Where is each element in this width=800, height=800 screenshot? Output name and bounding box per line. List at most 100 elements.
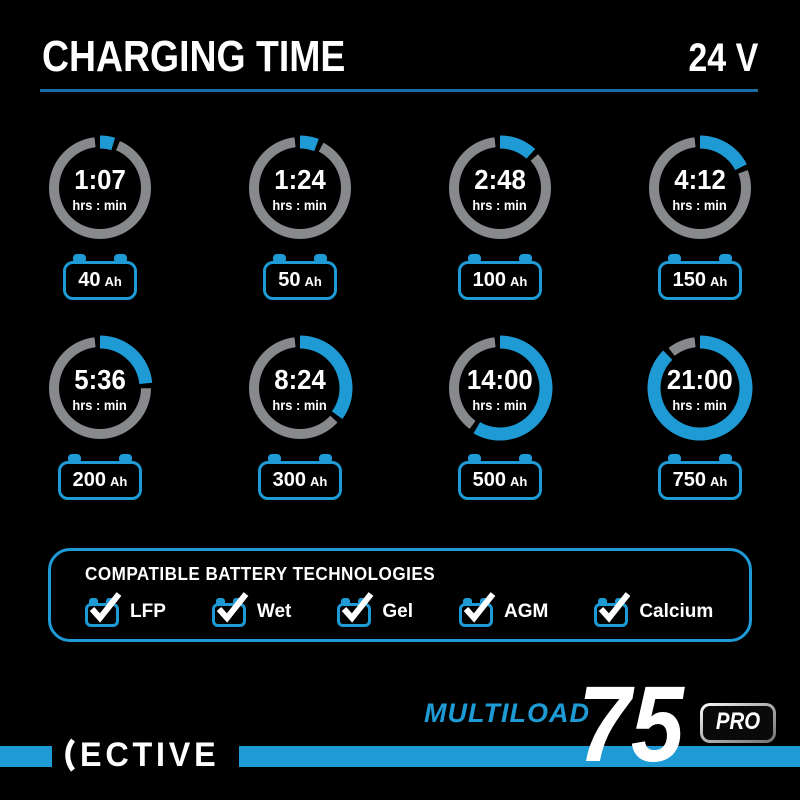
checkmark-icon xyxy=(216,592,249,623)
capacity-value: 500 xyxy=(472,469,507,491)
time-unit-label: hrs : min xyxy=(672,196,728,213)
tech-item-agm: AGM xyxy=(459,592,549,627)
voltage-label: 24 V xyxy=(688,36,758,80)
capacity-value: 300 xyxy=(272,469,307,491)
header-underline xyxy=(40,89,758,92)
gauge-cell-50ah: 1:24 hrs : min 50 Ah xyxy=(200,133,400,333)
ring-text: 1:24 hrs : min xyxy=(245,133,355,243)
ring-text: 21:00 hrs : min xyxy=(645,333,755,443)
donut-gauge-icon xyxy=(446,134,554,242)
time-value: 8:24 xyxy=(274,363,326,395)
brand-name: ECTIVE xyxy=(80,736,220,774)
donut-gauge-icon xyxy=(646,334,754,442)
model-number: 75 xyxy=(578,663,684,784)
pro-badge: PRO xyxy=(700,703,777,743)
capacity-unit: Ah xyxy=(710,274,728,289)
time-unit-label: hrs : min xyxy=(272,396,328,413)
time-value: 2:48 xyxy=(474,163,526,195)
battery-terminal-icon xyxy=(215,598,225,605)
ring-text: 14:00 hrs : min xyxy=(445,333,555,443)
charging-ring: 4:12 hrs : min xyxy=(645,133,755,243)
checkmark-icon xyxy=(599,592,631,623)
ring-text: 8:24 hrs : min xyxy=(245,333,355,443)
tech-panel-title: COMPATIBLE BATTERY TECHNOLOGIES xyxy=(85,564,436,584)
gauge-grid: 1:07 hrs : min 40 Ah 1:24 hrs : min 50 A… xyxy=(0,133,800,533)
battery-checkbox-icon xyxy=(459,592,496,627)
brand-logo: ECTIVE xyxy=(52,735,239,777)
capacity-unit: Ah xyxy=(710,474,728,489)
tech-item-calcium: Calcium xyxy=(594,592,714,627)
battery-capacity-badge: 100 Ah xyxy=(457,254,543,300)
time-value: 14:00 xyxy=(467,363,533,395)
battery-checkbox-icon xyxy=(85,592,122,627)
series-name: MULTILOAD xyxy=(424,698,590,728)
battery-capacity-badge: 40 Ah xyxy=(63,254,137,300)
capacity-unit: Ah xyxy=(310,474,328,489)
battery-capacity-badge: 500 Ah xyxy=(457,454,543,500)
time-value: 4:12 xyxy=(674,163,726,195)
ring-text: 4:12 hrs : min xyxy=(645,133,755,243)
donut-gauge-icon xyxy=(246,334,354,442)
time-unit-label: hrs : min xyxy=(272,196,328,213)
compatible-technologies-panel: COMPATIBLE BATTERY TECHNOLOGIES LFP xyxy=(48,548,752,642)
capacity-unit: Ah xyxy=(110,474,128,489)
gauge-cell-150ah: 4:12 hrs : min 150 Ah xyxy=(600,133,800,333)
time-value: 21:00 xyxy=(667,363,733,395)
battery-capacity-badge: 150 Ah xyxy=(657,254,743,300)
battery-terminal-icon xyxy=(598,598,608,605)
battery-capacity-badge: 200 Ah xyxy=(57,454,143,500)
time-unit-label: hrs : min xyxy=(72,196,128,213)
battery-box-icon xyxy=(85,603,119,627)
ring-text: 1:07 hrs : min xyxy=(45,133,155,243)
battery-terminal-icon xyxy=(341,598,351,605)
ring-text: 5:36 hrs : min xyxy=(45,333,155,443)
time-unit-label: hrs : min xyxy=(72,396,128,413)
tech-item-gel: Gel xyxy=(337,592,413,627)
gauge-cell-200ah: 5:36 hrs : min 200 Ah xyxy=(0,333,200,533)
page-title: CHARGING TIME xyxy=(42,32,346,81)
donut-gauge-icon xyxy=(646,134,754,242)
gauge-cell-750ah: 21:00 hrs : min 750 Ah xyxy=(600,333,800,533)
battery-capacity-badge: 300 Ah xyxy=(257,454,343,500)
charging-ring: 1:24 hrs : min xyxy=(245,133,355,243)
tech-label: Gel xyxy=(382,601,413,622)
time-unit-label: hrs : min xyxy=(672,396,728,413)
capacity-unit: Ah xyxy=(104,274,122,289)
tech-item-lfp: LFP xyxy=(85,592,166,627)
capacity-value: 200 xyxy=(72,469,107,491)
checkmark-icon xyxy=(463,592,496,623)
checkmark-icon xyxy=(89,592,122,623)
battery-capacity-badge: 750 Ah xyxy=(657,454,743,500)
charging-ring: 8:24 hrs : min xyxy=(245,333,355,443)
checkmark-icon xyxy=(342,592,374,623)
capacity-unit: Ah xyxy=(304,274,322,289)
battery-capacity-badge: 50 Ah xyxy=(263,254,337,300)
donut-gauge-icon xyxy=(246,134,354,242)
time-unit-label: hrs : min xyxy=(472,396,528,413)
tech-label: Calcium xyxy=(639,601,714,622)
donut-gauge-icon xyxy=(46,334,154,442)
donut-gauge-icon xyxy=(446,334,554,442)
capacity-value: 750 xyxy=(672,469,707,491)
brand-paren-icon xyxy=(65,738,75,772)
charging-ring: 21:00 hrs : min xyxy=(645,333,755,443)
battery-checkbox-icon xyxy=(594,592,631,627)
battery-terminal-icon xyxy=(463,598,472,605)
capacity-value: 40 xyxy=(78,269,101,291)
gauge-cell-500ah: 14:00 hrs : min 500 Ah xyxy=(400,333,600,533)
capacity-unit: Ah xyxy=(510,274,528,289)
battery-checkbox-icon xyxy=(337,592,374,627)
pro-badge-inner: PRO xyxy=(703,706,774,740)
charging-ring: 2:48 hrs : min xyxy=(445,133,555,243)
pro-badge-label: PRO xyxy=(715,708,761,735)
gauge-cell-100ah: 2:48 hrs : min 100 Ah xyxy=(400,133,600,333)
capacity-value: 150 xyxy=(672,269,707,291)
tech-label: Wet xyxy=(256,601,292,622)
time-value: 1:07 xyxy=(74,163,126,195)
tech-label: LFP xyxy=(130,601,166,622)
charging-ring: 5:36 hrs : min xyxy=(45,333,155,443)
tech-item-wet: Wet xyxy=(211,592,292,627)
gauge-cell-300ah: 8:24 hrs : min 300 Ah xyxy=(200,333,400,533)
time-unit-label: hrs : min xyxy=(472,196,528,213)
tech-label: AGM xyxy=(504,601,549,622)
